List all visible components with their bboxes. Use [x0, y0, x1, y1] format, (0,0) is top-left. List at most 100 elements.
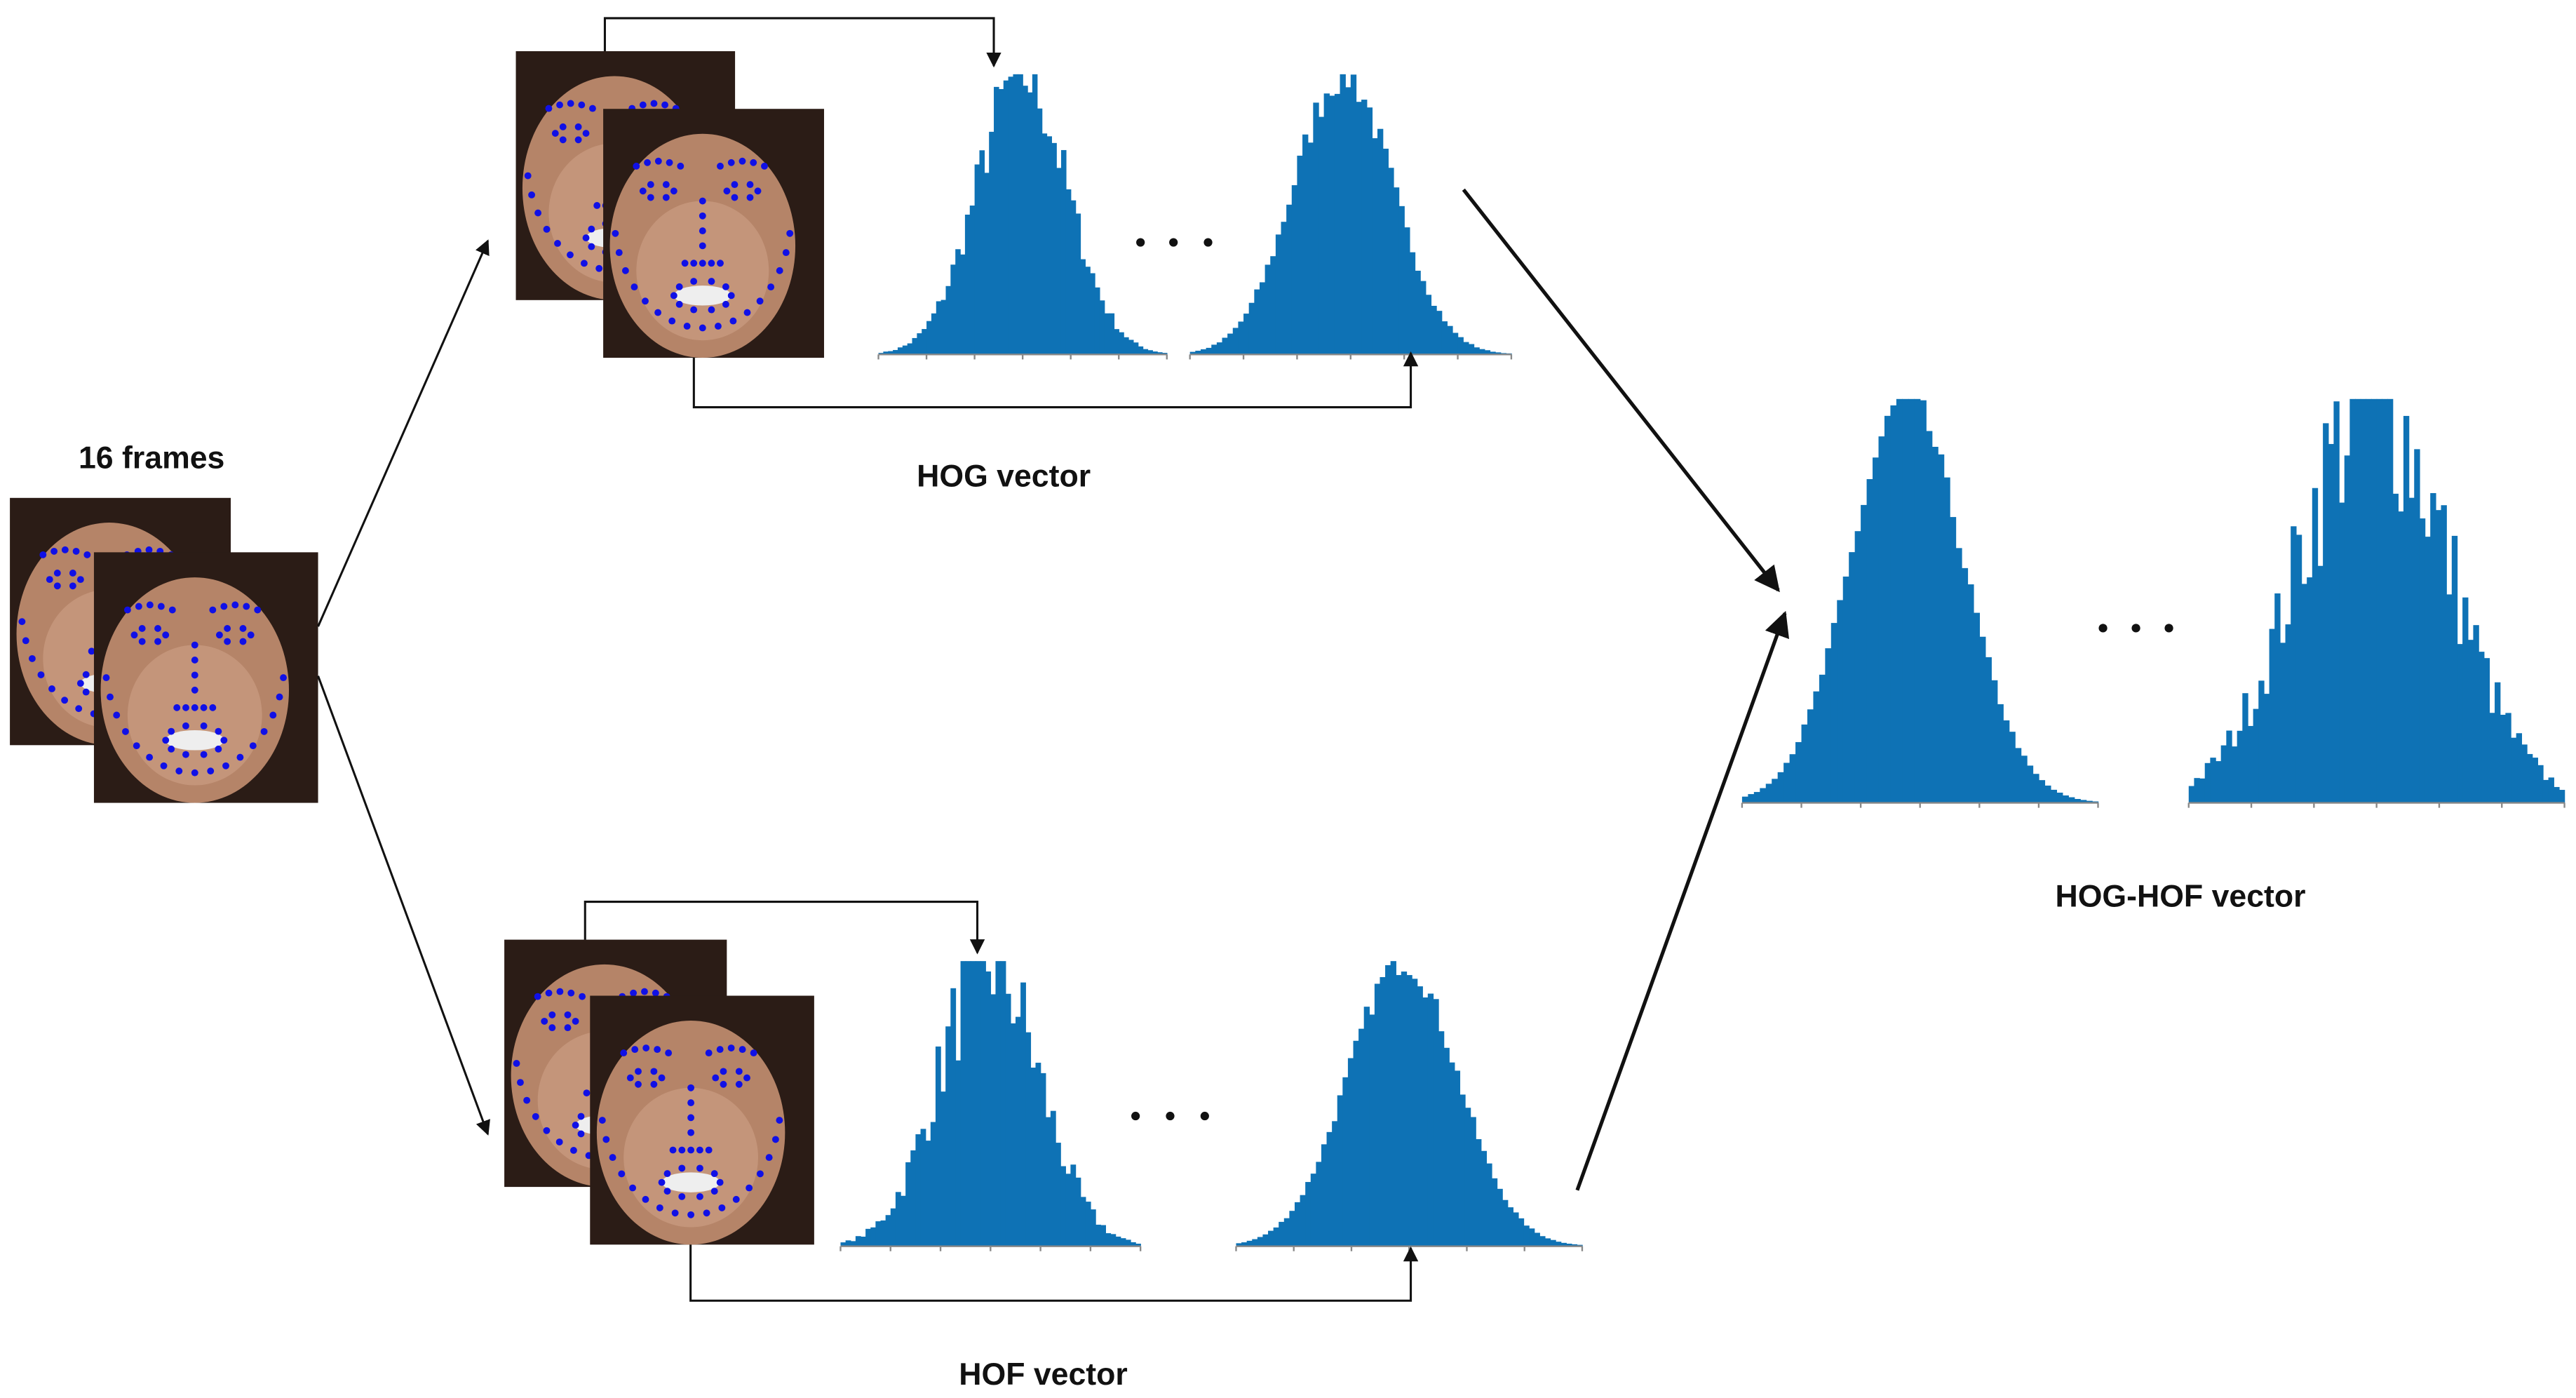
histogram-bar — [1961, 567, 1969, 803]
histogram-bar — [1571, 1244, 1578, 1246]
arrow — [317, 239, 490, 627]
landmark — [48, 685, 55, 692]
histogram-bar — [1252, 1239, 1258, 1246]
histogram-bar — [2408, 497, 2415, 803]
landmark — [173, 704, 181, 711]
histogram-bar — [2015, 748, 2022, 803]
face-shade — [636, 201, 769, 341]
landmark — [215, 727, 222, 735]
landmark — [767, 283, 775, 291]
landmark — [687, 1084, 695, 1091]
landmark — [746, 1184, 753, 1192]
histogram-bar — [1433, 999, 1439, 1246]
landmark — [633, 162, 640, 170]
landmark — [669, 1146, 677, 1154]
landmark — [710, 1188, 718, 1195]
landmark — [280, 674, 287, 682]
landmark — [523, 1096, 531, 1104]
landmark — [145, 546, 153, 553]
histogram-bar — [2473, 625, 2479, 803]
landmark — [615, 249, 623, 257]
landmark — [543, 1127, 551, 1134]
landmark — [260, 727, 268, 735]
histogram-bar — [994, 86, 999, 355]
histogram-bar — [2263, 694, 2270, 803]
histogram-bar — [1291, 185, 1298, 355]
histogram-bar — [2062, 795, 2069, 803]
histogram-bar — [2210, 758, 2216, 803]
histogram-bar — [1316, 1162, 1322, 1246]
landmark — [543, 225, 551, 233]
histogram-bar — [1085, 1202, 1091, 1246]
histogram-bar — [1080, 259, 1086, 355]
histogram-bar — [1409, 252, 1416, 355]
histogram-bar — [1010, 1023, 1016, 1246]
landmark — [687, 1099, 695, 1107]
landmark — [37, 671, 45, 678]
histogram-bar — [1104, 313, 1110, 355]
histogram-bar — [2516, 733, 2523, 803]
histogram-bar — [1294, 1202, 1301, 1246]
histogram-bar — [2307, 577, 2313, 803]
histogram-bar — [1270, 256, 1276, 355]
histogram-bar — [1259, 282, 1266, 355]
histogram-bar — [1943, 477, 1950, 803]
histogram-bar — [1254, 289, 1260, 355]
combined-label: HOG-HOF vector — [2055, 880, 2305, 914]
histogram-bar — [1385, 965, 1391, 1246]
histogram-bar — [1837, 600, 1844, 803]
landmark — [254, 606, 262, 614]
landmark — [53, 582, 61, 590]
landmark — [598, 1117, 606, 1124]
histogram-bar — [2253, 708, 2259, 803]
landmark — [220, 603, 228, 610]
histogram-bar — [1398, 206, 1405, 355]
landmark — [750, 1049, 757, 1057]
landmark — [577, 1130, 585, 1138]
landmark — [548, 1024, 556, 1032]
histogram-bar — [2074, 799, 2081, 803]
histogram-bar — [1825, 648, 1832, 803]
histogram-bar — [920, 1129, 926, 1246]
histogram-bar — [1938, 454, 1945, 803]
histogram-bar — [1046, 136, 1052, 355]
landmark — [644, 159, 652, 166]
histogram-bar — [1502, 1199, 1509, 1246]
landmark — [668, 317, 676, 325]
landmark — [154, 638, 161, 645]
histogram-bar — [2457, 644, 2463, 803]
histogram-bar — [1417, 986, 1423, 1246]
landmark — [22, 637, 29, 645]
histogram-bar — [1268, 1230, 1274, 1246]
histogram-bar — [2558, 790, 2565, 803]
landmark — [782, 249, 790, 257]
histogram-bar — [1013, 74, 1019, 355]
landmark — [191, 686, 198, 694]
landmark — [690, 306, 698, 314]
histogram-bar — [989, 131, 994, 355]
histogram-bar — [1861, 504, 1868, 803]
histogram-bar — [1497, 1188, 1503, 1246]
landmark — [654, 157, 662, 165]
landmark — [157, 603, 165, 610]
histogram-bar — [1347, 1058, 1354, 1246]
histogram-bar — [1157, 352, 1163, 355]
histogram-bar — [1353, 1040, 1359, 1246]
histogram — [1741, 398, 2099, 808]
bracket-arrow — [603, 17, 1002, 68]
histogram-bar — [995, 961, 1002, 1246]
histogram-bar — [895, 1192, 901, 1246]
histogram-bar — [2339, 502, 2345, 803]
landmark — [678, 1164, 686, 1172]
histogram-bar — [1283, 1218, 1290, 1246]
histogram-bar — [1470, 1117, 1476, 1246]
landmark — [532, 1113, 539, 1120]
histogram-bar — [893, 349, 898, 355]
landmark — [182, 722, 189, 730]
histogram-bar — [2414, 449, 2420, 803]
landmark — [739, 157, 746, 165]
histogram-bar — [1195, 350, 1201, 355]
hof-label: HOF vector — [959, 1357, 1128, 1392]
histogram-bar — [1119, 332, 1124, 355]
histogram-bar — [2360, 398, 2367, 803]
